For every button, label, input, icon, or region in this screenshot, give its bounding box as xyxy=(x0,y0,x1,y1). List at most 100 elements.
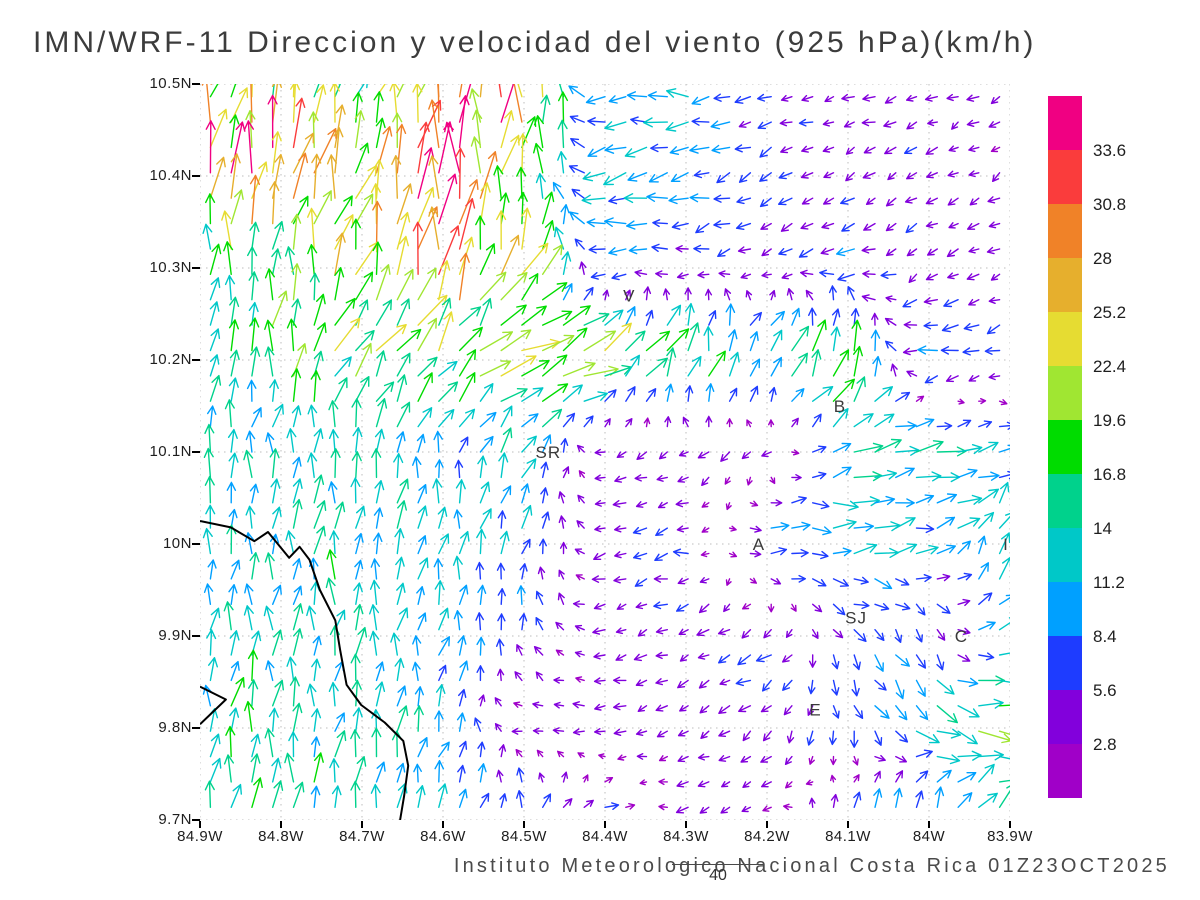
lat-axis-tick xyxy=(192,543,200,545)
wind-vector xyxy=(741,451,752,460)
wind-vector xyxy=(874,578,893,590)
wind-vector xyxy=(812,386,834,402)
wind-vector xyxy=(499,192,510,225)
wind-vector xyxy=(311,708,322,732)
wind-vector xyxy=(479,331,513,352)
wind-vector xyxy=(885,295,897,303)
wind-vector xyxy=(832,408,849,428)
wind-vector xyxy=(438,260,451,301)
wind-vector xyxy=(373,532,383,555)
wind-vector xyxy=(957,398,965,405)
wind-vector xyxy=(874,754,886,762)
wind-vector xyxy=(355,342,372,377)
station-label: C xyxy=(955,627,968,646)
wind-vector xyxy=(655,627,668,635)
colorbar-segment xyxy=(1048,258,1082,312)
wind-vector xyxy=(658,778,668,786)
wind-vector xyxy=(355,626,368,656)
wind-vector xyxy=(499,793,507,808)
wind-vector xyxy=(677,577,689,585)
wind-vector xyxy=(728,525,737,532)
wind-vector xyxy=(966,94,980,102)
wind-vector xyxy=(676,603,689,612)
wind-vector xyxy=(645,330,671,352)
colorbar-svg: 2.8 5.6 8.4 11.2 14 16.8 19.6 22.4 25.2 28 30.8 33.… xyxy=(1048,96,1126,798)
wind-vector xyxy=(822,119,835,127)
wind-vector xyxy=(895,602,911,611)
wind-vector xyxy=(800,222,814,230)
wind-vector xyxy=(616,451,627,458)
wind-vector xyxy=(209,301,220,326)
wind-vector xyxy=(375,398,388,428)
wind-vector xyxy=(984,346,1001,355)
wind-vector xyxy=(521,413,539,428)
wind-vector xyxy=(978,441,999,453)
wind-vector xyxy=(587,117,606,126)
wind-vector xyxy=(469,88,482,123)
wind-vector xyxy=(248,679,259,707)
wind-vector xyxy=(521,273,539,301)
wind-vector xyxy=(251,407,262,428)
wind-vector xyxy=(458,326,483,352)
wind-vector xyxy=(585,95,606,105)
wind-vector xyxy=(812,550,829,560)
wind-vector xyxy=(791,474,802,481)
wind-vector xyxy=(946,248,959,258)
wind-vector xyxy=(313,752,324,783)
wind-vector xyxy=(223,754,234,783)
wind-vector xyxy=(355,142,370,174)
colorbar-segment xyxy=(1048,96,1082,150)
wind-vector xyxy=(350,653,361,682)
wind-vector xyxy=(768,419,775,428)
wind-vector xyxy=(553,701,565,709)
wind-vector xyxy=(926,171,938,179)
wind-vector xyxy=(741,805,752,813)
wind-vector xyxy=(957,750,982,761)
wind-vector xyxy=(988,373,1001,381)
wind-vector xyxy=(562,305,591,326)
chart-title: IMN/WRF-11 Direccion y velocidad del vie… xyxy=(33,26,1037,59)
wind-vector xyxy=(209,607,221,631)
wind-vector xyxy=(988,121,1001,128)
wind-vector xyxy=(272,506,282,529)
wind-vector xyxy=(392,112,403,149)
wind-vector xyxy=(672,548,689,557)
wind-vector xyxy=(769,476,776,485)
wind-vector xyxy=(285,530,296,555)
wind-vector xyxy=(675,499,689,508)
wind-vector xyxy=(998,399,1008,406)
wind-vector xyxy=(978,471,1000,481)
wind-vector xyxy=(862,171,876,179)
wind-vector xyxy=(625,330,646,352)
wind-vector xyxy=(759,172,772,182)
wind-vector xyxy=(292,498,303,529)
wind-vector xyxy=(371,727,382,758)
wind-vector xyxy=(272,220,285,250)
wind-vector xyxy=(770,578,782,585)
colorbar-tick-label: 25.2 xyxy=(1093,303,1126,322)
wind-vector xyxy=(207,559,217,580)
wind-vector xyxy=(785,629,793,638)
wind-vector xyxy=(948,222,959,229)
wind-vector xyxy=(832,466,852,479)
wind-vector xyxy=(334,730,347,758)
wind-vector xyxy=(658,451,668,460)
wind-vector xyxy=(613,728,627,736)
wind-vector xyxy=(500,134,520,174)
wind-vector xyxy=(819,269,835,278)
lat-tick-label: 10.2N xyxy=(149,351,192,368)
wind-vector xyxy=(375,299,392,326)
wind-vector xyxy=(583,286,594,301)
wind-vector xyxy=(895,517,916,529)
wind-vector xyxy=(292,628,303,656)
wind-vector xyxy=(479,271,507,301)
wind-vector xyxy=(271,131,282,174)
wind-vector xyxy=(701,526,710,533)
wind-vector xyxy=(265,432,275,453)
colorbar-tick-label: 22.4 xyxy=(1093,357,1126,376)
wind-vector xyxy=(313,84,320,98)
wind-vector xyxy=(557,151,567,174)
wind-vector xyxy=(396,183,413,225)
wind-vector xyxy=(334,297,356,326)
wind-vector xyxy=(915,471,942,482)
